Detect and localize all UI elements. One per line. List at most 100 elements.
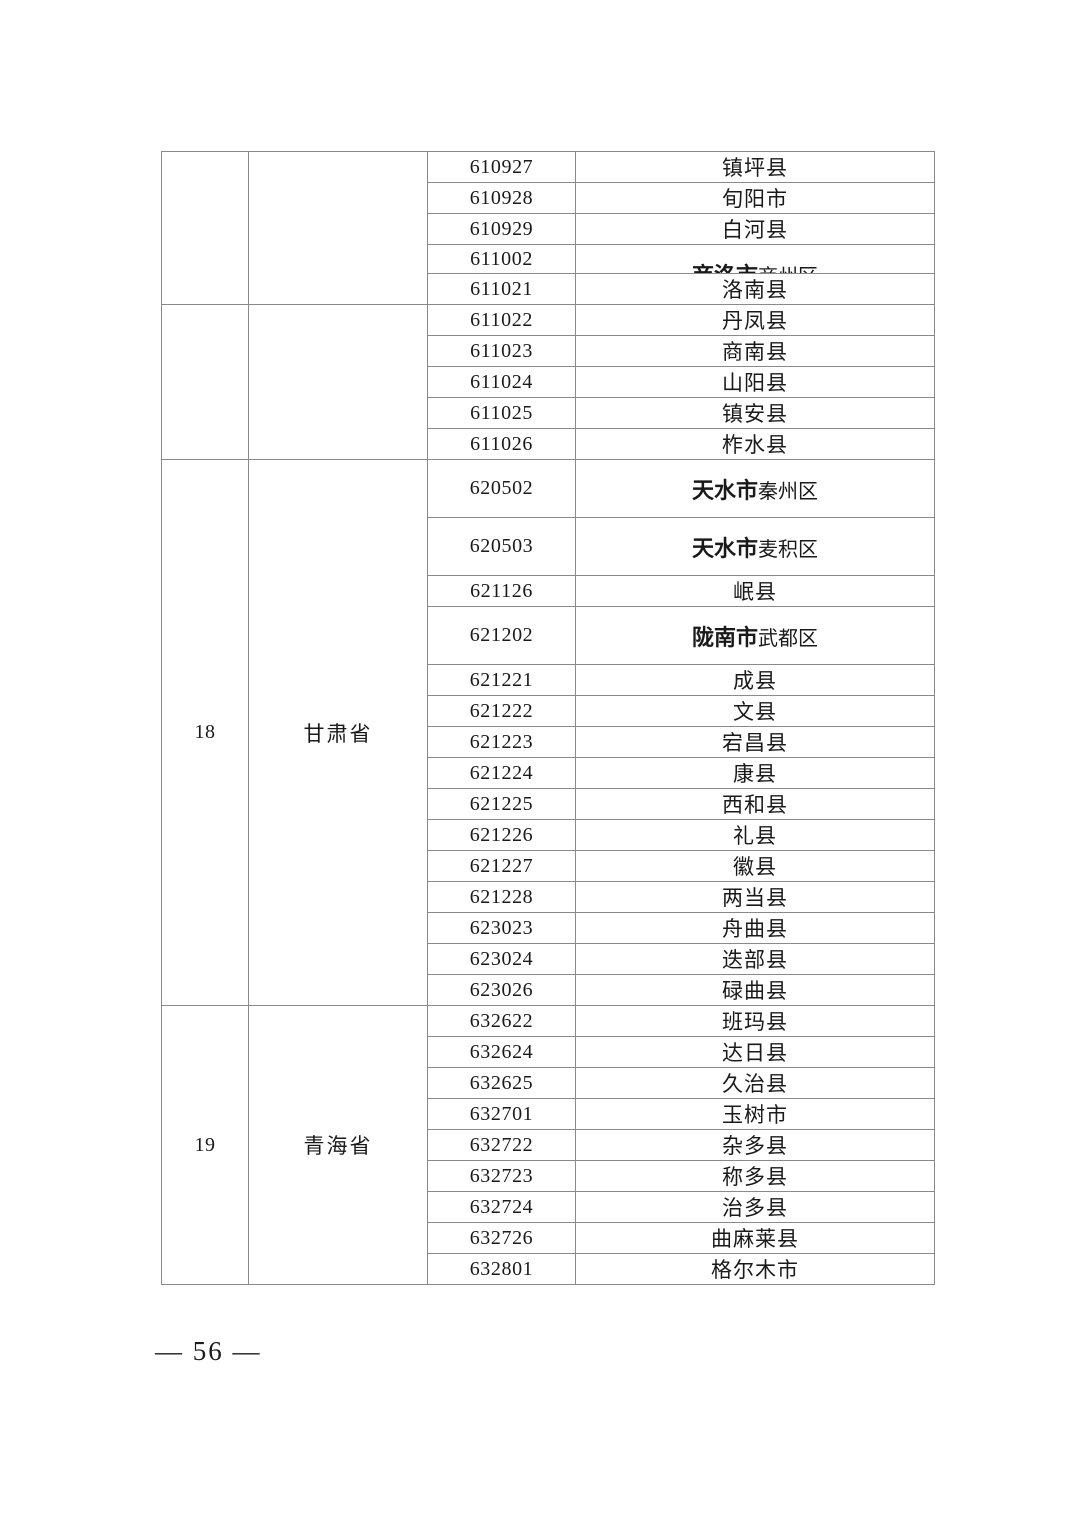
division-name-cell: 镇坪县	[575, 151, 935, 183]
table-row: 610929 白河县	[162, 213, 935, 245]
division-name-cell: 格尔木市	[575, 1253, 935, 1285]
city-name-prefix: 天水市	[691, 477, 758, 503]
division-name-cell: 碌曲县	[575, 974, 935, 1006]
division-code-cell: 611026	[427, 428, 576, 460]
division-name-cell: 柞水县	[575, 428, 935, 460]
row-index-cell: 19	[161, 1005, 249, 1285]
table-row: 621227 徽县	[162, 850, 935, 882]
division-code-cell: 611023	[427, 335, 576, 367]
division-name-cell: 达日县	[575, 1036, 935, 1068]
row-index-cell	[161, 304, 249, 460]
division-name-cell: 丹凤县	[575, 304, 935, 336]
table-row: 621202 陇南市武都区	[162, 606, 935, 665]
table-row: 610927 镇坪县	[161, 151, 935, 305]
table-row: 611022 丹凤县	[161, 304, 935, 460]
district-name-suffix: 武都区	[758, 627, 818, 650]
division-code-cell: 610929	[427, 213, 576, 245]
clipped-text-wrapper: 商洛市商州区	[577, 263, 934, 273]
division-name-cell: 成县	[575, 664, 935, 696]
table-row: 632801 格尔木市	[162, 1253, 935, 1285]
table-row: 623023 舟曲县	[162, 912, 935, 944]
table-row: 610928 旬阳市	[162, 182, 935, 214]
division-code-cell: 611025	[427, 397, 576, 429]
division-name-cell: 商南县	[575, 335, 935, 367]
division-code-cell: 621227	[427, 850, 576, 882]
table-row: 611024 山阳县	[162, 366, 935, 398]
division-name-cell: 宕昌县	[575, 726, 935, 758]
table-row: 18 甘肃省 620502 天水市秦州区	[161, 459, 935, 1006]
division-name-cell: 旬阳市	[575, 182, 935, 214]
division-name-cell: 久治县	[575, 1067, 935, 1099]
division-code-cell: 623024	[427, 943, 576, 975]
table-body: 610927镇坪县610928旬阳市610929白河县611002商洛市商州区6…	[161, 151, 935, 1285]
province-cell: 青海省	[248, 1005, 428, 1285]
division-code-cell: 632724	[427, 1191, 576, 1223]
division-code-cell: 623023	[427, 912, 576, 944]
division-name-cell: 徽县	[575, 850, 935, 882]
division-name-cell: 两当县	[575, 881, 935, 913]
division-name-cell: 杂多县	[575, 1129, 935, 1161]
table-row: 611026 柞水县	[162, 428, 935, 460]
province-cell	[248, 304, 428, 460]
division-code-cell: 621226	[427, 819, 576, 851]
division-name-cell: 礼县	[575, 819, 935, 851]
division-code-cell: 632622	[427, 1005, 576, 1037]
division-name-cell: 山阳县	[575, 366, 935, 398]
table-row: 621224 康县	[162, 757, 935, 789]
division-code-cell: 621202	[427, 606, 576, 665]
table-row: 611023 商南县	[162, 335, 935, 367]
table-row: 632723 称多县	[162, 1160, 935, 1192]
administrative-division-code-table: 610927镇坪县610928旬阳市610929白河县611002商洛市商州区6…	[161, 151, 935, 1285]
division-name-cell: 玉树市	[575, 1098, 935, 1130]
division-name-cell: 文县	[575, 695, 935, 727]
division-code-cell: 621223	[427, 726, 576, 758]
division-name-cell: 班玛县	[575, 1005, 935, 1037]
table-row: 623024 迭部县	[162, 943, 935, 975]
table-row: 632701 玉树市	[162, 1098, 935, 1130]
division-code-cell: 632801	[427, 1253, 576, 1285]
division-code-cell: 632625	[427, 1067, 576, 1099]
city-name-prefix: 陇南市	[691, 624, 758, 650]
division-code-cell: 610927	[427, 151, 576, 183]
row-index-cell: 18	[161, 459, 249, 1006]
division-name-cell: 岷县	[575, 575, 935, 607]
province-label: 青海省	[303, 1134, 373, 1158]
division-name-cell: 迭部县	[575, 943, 935, 975]
district-name-suffix: 麦积区	[758, 538, 818, 561]
division-code-cell: 621126	[427, 575, 576, 607]
table-row: 611025 镇安县	[162, 397, 935, 429]
division-code-cell: 611022	[427, 304, 576, 336]
division-name-cell: 西和县	[575, 788, 935, 820]
city-name-prefix: 天水市	[691, 535, 758, 561]
division-name-cell: 康县	[575, 757, 935, 789]
division-code-cell: 632726	[427, 1222, 576, 1254]
table-row: 632722 杂多县	[162, 1129, 935, 1161]
district-name-suffix: 秦州区	[758, 480, 818, 503]
division-code-cell: 611002	[427, 244, 576, 274]
division-name-cell: 治多县	[575, 1191, 935, 1223]
division-name-cell: 天水市麦积区	[575, 517, 935, 576]
province-label: 甘肃省	[303, 721, 373, 746]
division-code-cell: 621225	[427, 788, 576, 820]
division-code-cell: 632701	[427, 1098, 576, 1130]
division-code-cell: 610928	[427, 182, 576, 214]
division-name-cell: 洛南县	[575, 273, 935, 305]
table-row: 623026 碌曲县	[162, 974, 935, 1006]
division-code-cell: 611021	[427, 273, 576, 305]
table-row: 621225 西和县	[162, 788, 935, 820]
division-code-cell: 621221	[427, 664, 576, 696]
table-row: 19 青海省 632622 班玛县	[161, 1005, 935, 1285]
division-code-cell: 620503	[427, 517, 576, 576]
table-row: 632625 久治县	[162, 1067, 935, 1099]
province-cell: 甘肃省	[248, 459, 428, 1006]
division-name-cell: 陇南市武都区	[575, 606, 935, 665]
division-code-cell: 621222	[427, 695, 576, 727]
division-code-cell: 623026	[427, 974, 576, 1006]
division-code-cell: 632722	[427, 1129, 576, 1161]
division-code-cell: 621224	[427, 757, 576, 789]
division-name-cell: 舟曲县	[575, 912, 935, 944]
city-name-prefix: 商洛市	[692, 263, 758, 273]
table-row: 620503 天水市麦积区	[162, 517, 935, 576]
division-name-cell: 曲麻莱县	[575, 1222, 935, 1254]
